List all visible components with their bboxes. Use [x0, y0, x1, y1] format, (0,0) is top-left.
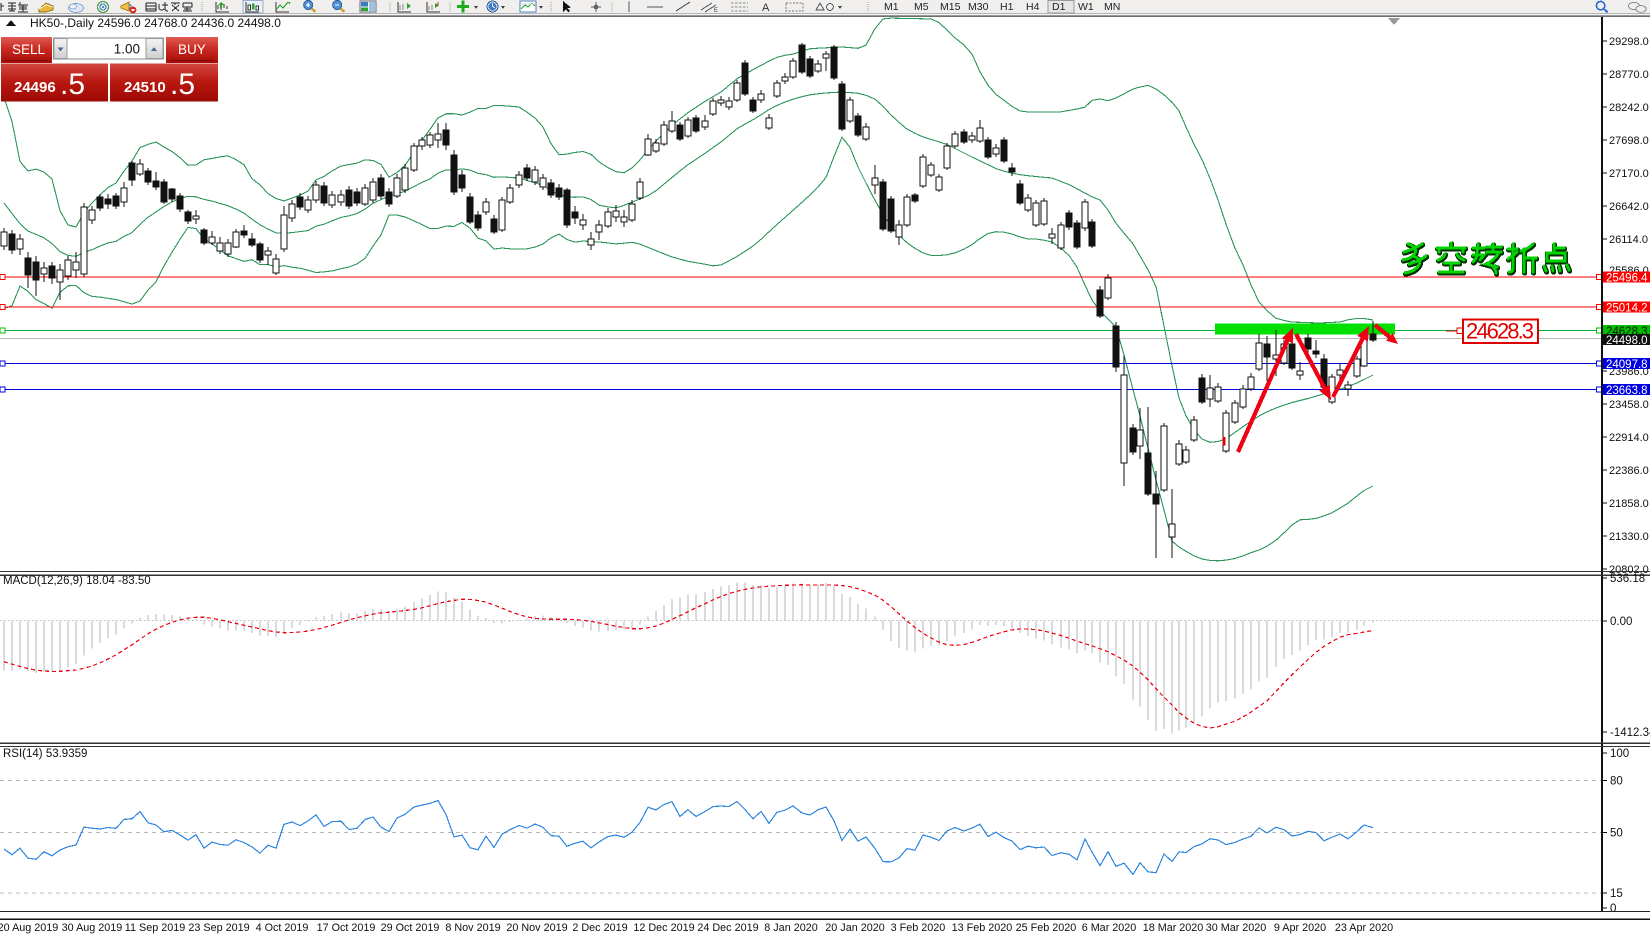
svg-text:6 Mar 2020: 6 Mar 2020: [1082, 922, 1137, 934]
svg-text:8 Jan 2020: 8 Jan 2020: [764, 922, 817, 934]
svg-text:29 Oct 2019: 29 Oct 2019: [381, 922, 440, 934]
svg-text:26642.0: 26642.0: [1609, 201, 1649, 213]
svg-text:13 Feb 2020: 13 Feb 2020: [952, 922, 1013, 934]
svg-text:W1: W1: [1078, 1, 1094, 13]
svg-text:27170.0: 27170.0: [1609, 168, 1649, 180]
svg-text:20802.0: 20802.0: [1609, 564, 1649, 576]
svg-text:26114.0: 26114.0: [1609, 234, 1648, 246]
svg-text:23 Apr 2020: 23 Apr 2020: [1335, 922, 1393, 934]
svg-text:23663.8: 23663.8: [1606, 385, 1648, 397]
svg-text:22386.0: 22386.0: [1609, 465, 1649, 477]
svg-text:BUY: BUY: [178, 42, 206, 57]
svg-text:D1: D1: [1052, 1, 1066, 13]
svg-text:15: 15: [1610, 888, 1623, 900]
svg-text:1.00: 1.00: [114, 42, 140, 57]
svg-text:28770.0: 28770.0: [1609, 69, 1649, 81]
svg-text:80: 80: [1610, 776, 1623, 788]
svg-text:20 Aug 2019: 20 Aug 2019: [0, 922, 58, 934]
svg-text:H1: H1: [1000, 1, 1014, 13]
svg-text:RSI(14) 53.9359: RSI(14) 53.9359: [3, 748, 87, 760]
svg-text:24498.0: 24498.0: [1606, 335, 1648, 347]
svg-text:30 Aug 2019: 30 Aug 2019: [62, 922, 123, 934]
svg-text:SELL: SELL: [12, 42, 46, 57]
svg-text:28242.0: 28242.0: [1609, 102, 1649, 114]
svg-text:24097.8: 24097.8: [1606, 359, 1648, 371]
svg-text:.5: .5: [170, 68, 195, 101]
svg-text:50: 50: [1610, 828, 1623, 840]
svg-text:21330.0: 21330.0: [1609, 531, 1649, 543]
svg-text:22914.0: 22914.0: [1609, 432, 1649, 444]
svg-text:18 Mar 2020: 18 Mar 2020: [1143, 922, 1204, 934]
svg-text:M15: M15: [940, 1, 961, 13]
svg-text:20 Nov 2019: 20 Nov 2019: [506, 922, 567, 934]
svg-text:4 Oct 2019: 4 Oct 2019: [256, 922, 309, 934]
svg-text:536.18: 536.18: [1610, 573, 1645, 585]
svg-text:M1: M1: [884, 1, 899, 13]
svg-text:11 Sep 2019: 11 Sep 2019: [125, 922, 185, 934]
svg-text:24628.3: 24628.3: [1466, 319, 1534, 344]
svg-text:9 Apr 2020: 9 Apr 2020: [1274, 922, 1326, 934]
svg-text:A: A: [762, 2, 770, 14]
svg-text:MACD(12,26,9) 18.04 -83.50: MACD(12,26,9) 18.04 -83.50: [3, 575, 151, 587]
svg-text:25014.2: 25014.2: [1606, 303, 1648, 315]
svg-text:20 Jan 2020: 20 Jan 2020: [825, 922, 884, 934]
svg-text:24510: 24510: [124, 79, 166, 96]
svg-text:H4: H4: [1026, 1, 1040, 13]
svg-text:21858.0: 21858.0: [1609, 498, 1649, 510]
svg-text:M5: M5: [914, 1, 929, 13]
svg-text:.5: .5: [60, 68, 85, 101]
svg-text:23458.0: 23458.0: [1609, 399, 1649, 411]
svg-text:17 Oct 2019: 17 Oct 2019: [317, 922, 376, 934]
svg-text:24496: 24496: [14, 79, 56, 96]
svg-text:HK50-,Daily 24596.0 24768.0 2: HK50-,Daily 24596.0 24768.0 24436.0 2449…: [30, 16, 281, 30]
svg-text:25496.4: 25496.4: [1606, 273, 1648, 285]
svg-text:0: 0: [1610, 903, 1616, 915]
svg-text:8 Nov 2019: 8 Nov 2019: [445, 922, 500, 934]
svg-text:-1412.34: -1412.34: [1610, 727, 1650, 739]
svg-text:E: E: [714, 8, 718, 14]
svg-text:12 Dec 2019: 12 Dec 2019: [633, 922, 694, 934]
svg-text:MN: MN: [1104, 1, 1120, 13]
svg-text:25 Feb 2020: 25 Feb 2020: [1016, 922, 1077, 934]
svg-text:0.00: 0.00: [1610, 616, 1632, 628]
svg-text:30 Mar 2020: 30 Mar 2020: [1206, 922, 1267, 934]
svg-text:M30: M30: [968, 1, 989, 13]
svg-text:2 Dec 2019: 2 Dec 2019: [572, 922, 627, 934]
svg-text:29298.0: 29298.0: [1609, 36, 1649, 48]
svg-text:3 Feb 2020: 3 Feb 2020: [891, 922, 946, 934]
svg-text:27698.0: 27698.0: [1609, 135, 1649, 147]
svg-text:100: 100: [1610, 748, 1629, 760]
svg-text:23 Sep 2019: 23 Sep 2019: [188, 922, 249, 934]
svg-text:24 Dec 2019: 24 Dec 2019: [697, 922, 758, 934]
